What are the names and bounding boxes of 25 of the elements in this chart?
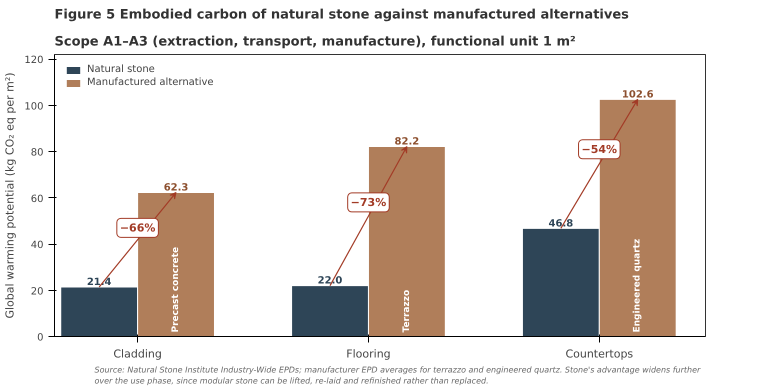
annotation: Precast concrete [171, 246, 182, 332]
x-tick-label: Flooring [346, 348, 391, 360]
y-tick-label: 40 [30, 240, 44, 252]
y-tick-label: 100 [24, 101, 44, 112]
annotation: −66% [120, 221, 156, 234]
x-tick-label: Countertops [565, 348, 634, 360]
source-note: Source: Natural Stone Institute Industry-Wide EPDs; manufacturer EPD averages for terrazzo and engineered quartz. Stone's advantage widens further over the use phase, since modular stone can be lifted, re-laid and refinished rather than replaced. [94, 366, 702, 386]
y-tick-label: 0 [37, 332, 44, 344]
annotation: −54% [582, 142, 618, 156]
annotation: −73% [350, 196, 386, 209]
chart-subtitle: Scope A1–A3 (extraction, transport, manufacture), functional unit 1 m² [54, 34, 576, 50]
x-tick-label: Cladding [113, 348, 162, 360]
y-tick-label: 120 [24, 55, 44, 66]
text: 102.6 [622, 89, 654, 100]
chart-title: Figure 5 Embodied carbon of natural stone against manufactured alternatives [54, 8, 630, 22]
y-axis-title: Global warming potential (kg CO₂ eq per m²) [3, 72, 16, 319]
y-tick-label: 20 [30, 286, 44, 298]
y-tick-label: 60 [30, 194, 44, 205]
annotation: Engineered quartz [632, 238, 643, 332]
text: 82.2 [394, 136, 420, 148]
legend-label: Manufactured alternative [87, 77, 214, 88]
y-tick-label: 80 [30, 148, 44, 159]
text: 62.3 [164, 182, 188, 194]
annotation: Terrazzo [402, 290, 412, 332]
legend-label: Natural stone [87, 64, 155, 75]
